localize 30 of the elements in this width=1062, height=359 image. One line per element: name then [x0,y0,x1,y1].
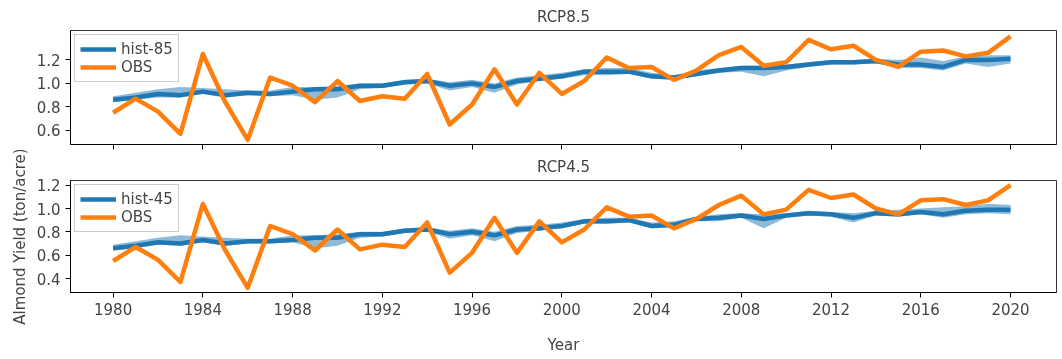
chart-title: RCP8.5 [536,7,591,26]
x-tick-label: 1984 [183,300,222,319]
x-tick-label: 1996 [452,300,492,319]
legend-label: hist-85 [121,40,173,58]
y-tick-label: 1.0 [36,200,61,219]
legend-label: hist-45 [121,190,173,208]
x-tick-label: 2000 [542,300,581,319]
legend-label: OBS [121,208,153,226]
line-series [110,34,1013,143]
y-tick-label: 1.2 [36,177,61,196]
y-axis-title: Almond Yield (ton/acre) [10,148,29,325]
x-axis-title: Year [546,335,581,354]
x-tick-label: 2008 [722,300,761,319]
x-tick-label: 2016 [901,300,940,319]
legend-label: OBS [121,58,153,76]
y-tick-label: 1.2 [36,51,61,70]
chart-title: RCP4.5 [536,157,591,176]
x-tick-label: 2012 [811,300,851,319]
y-tick-label: 1.0 [36,75,61,94]
x-tick-label: 2004 [632,300,671,319]
y-tick-label: 0.6 [36,247,61,266]
y-tick-label: 0.8 [36,98,61,117]
y-tick-label: 0.8 [36,223,61,242]
x-tick-label: 1980 [94,300,133,319]
x-tick-label: 2020 [991,300,1030,319]
line-series [110,182,1013,291]
y-tick-label: 0.4 [36,270,61,289]
y-tick-label: 0.6 [36,122,61,141]
x-tick-label: 1992 [363,300,402,319]
x-tick-label: 1988 [273,300,312,319]
